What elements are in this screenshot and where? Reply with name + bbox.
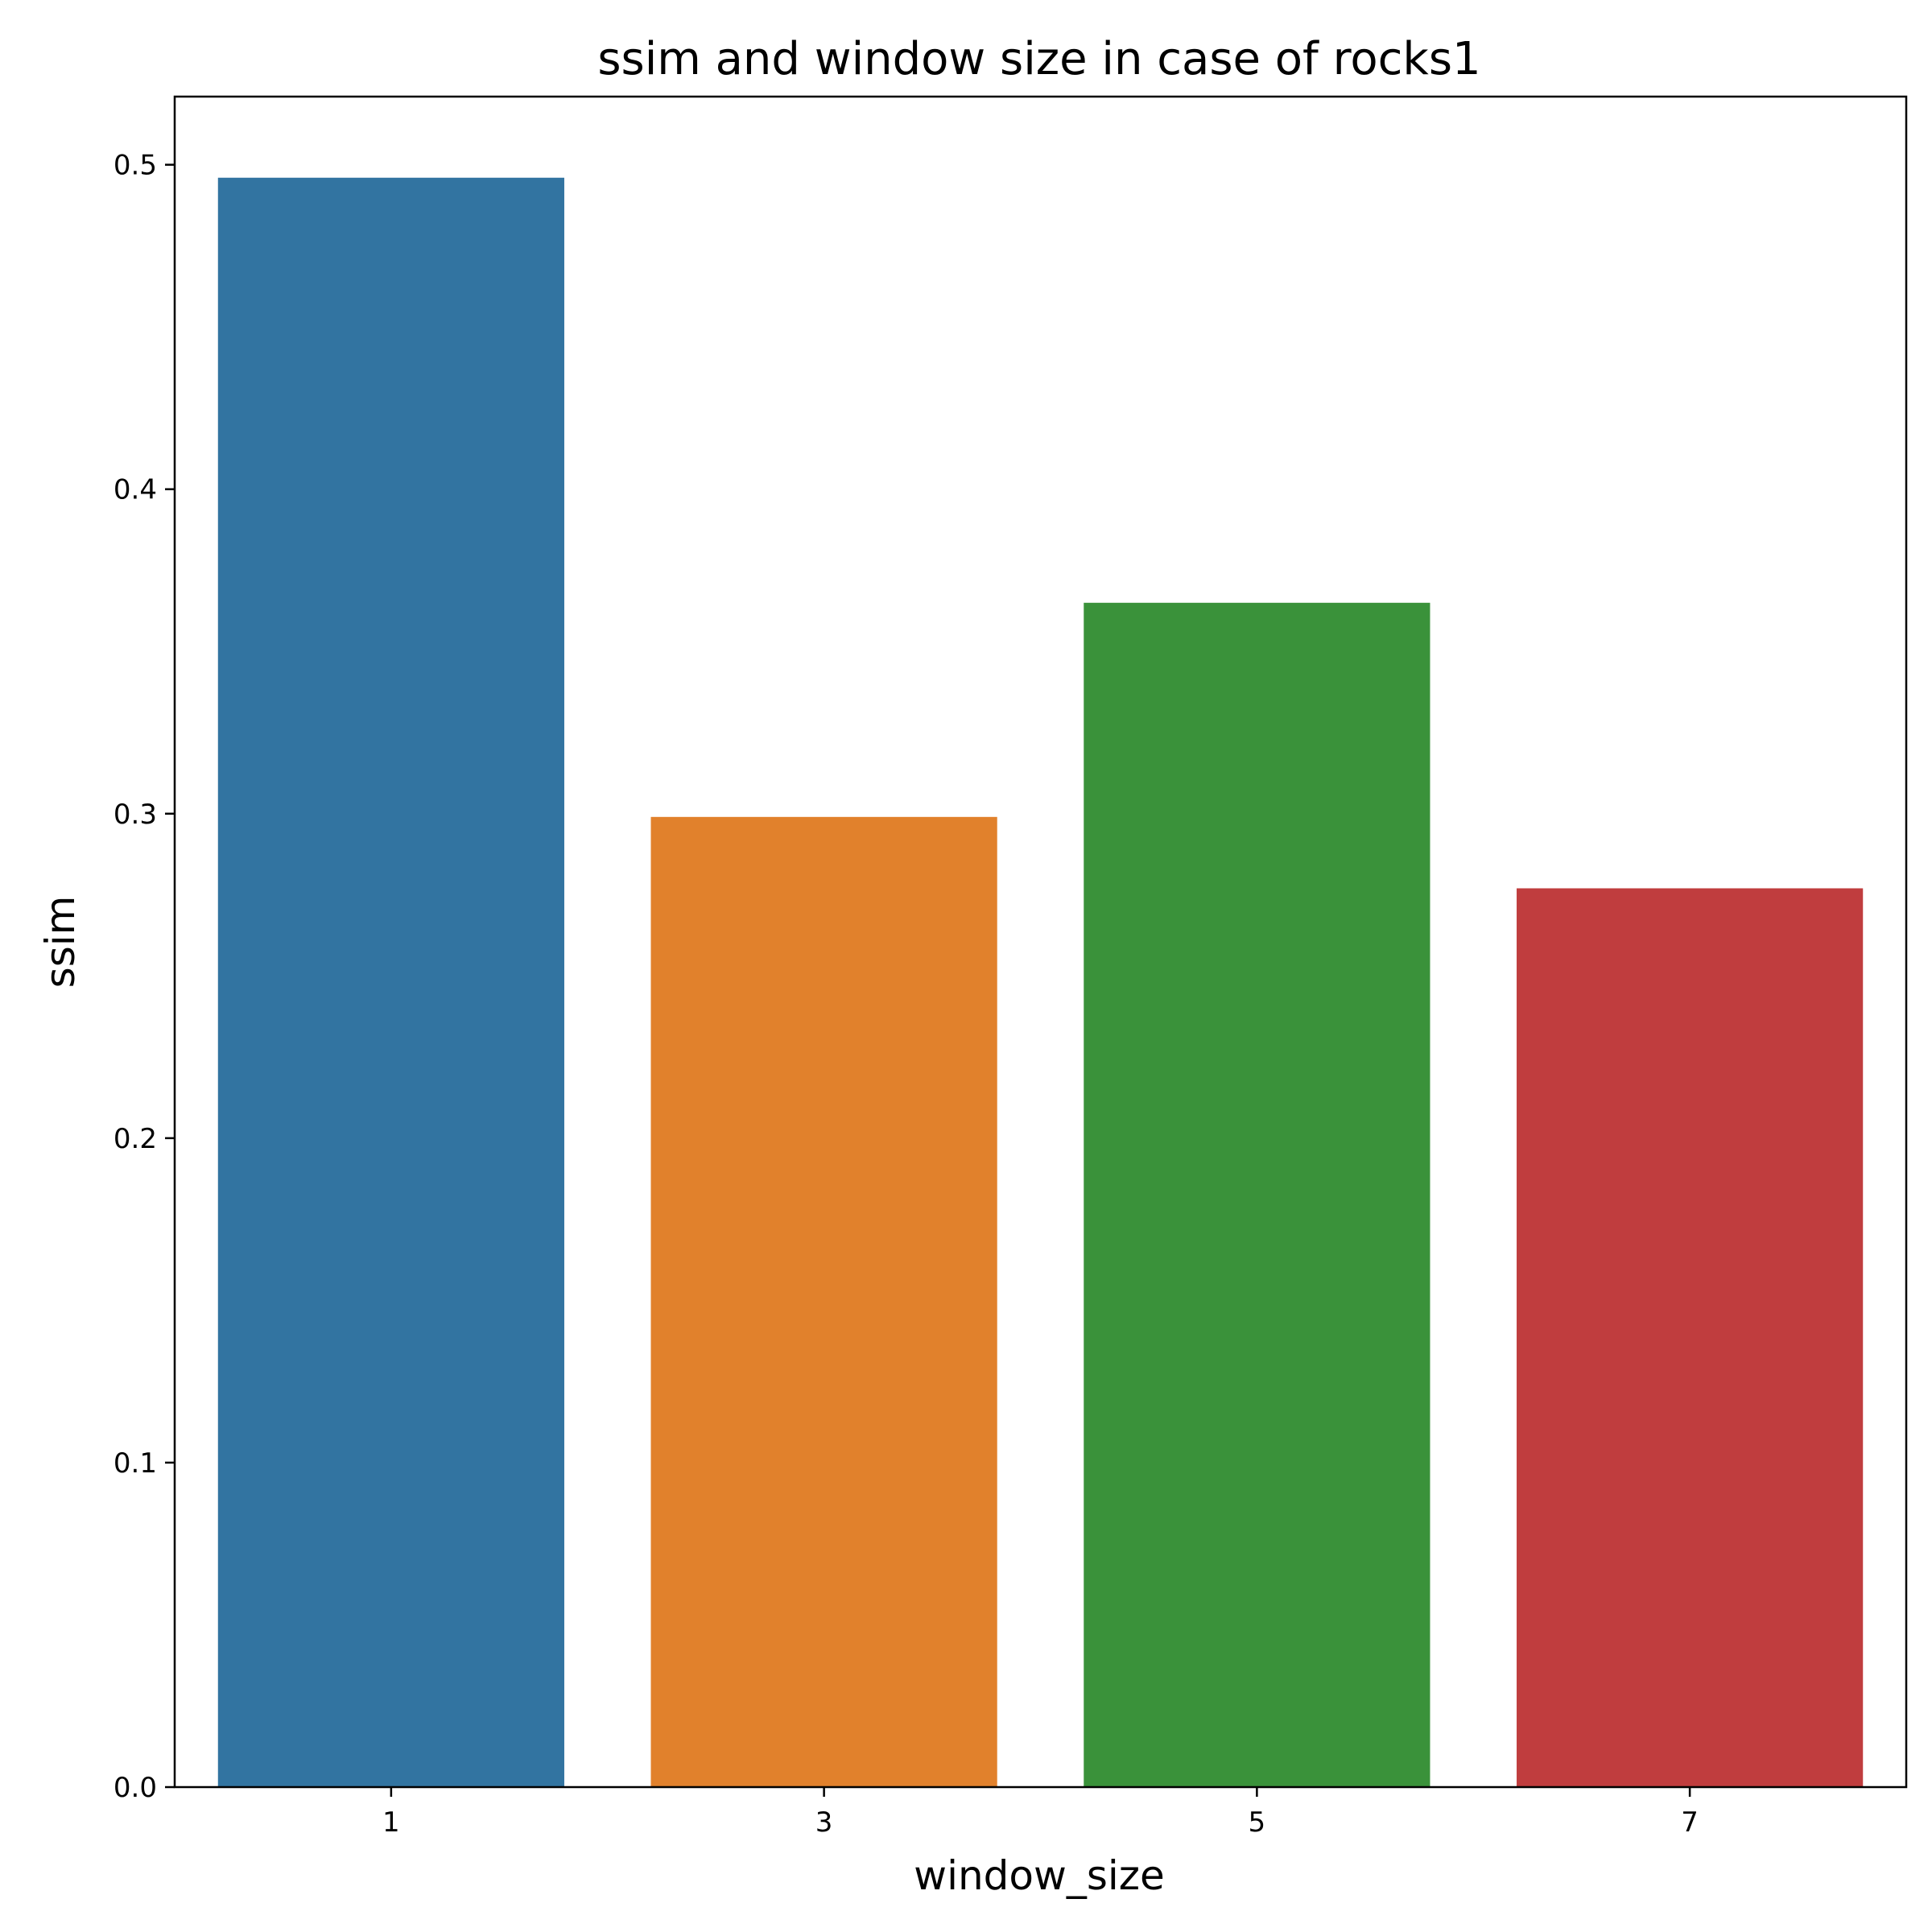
y-tick-label: 0.4 xyxy=(114,474,157,506)
y-axis: 0.0 0.1 0.2 0.3 0.4 0.5 xyxy=(114,150,175,1804)
x-axis-label: window_size xyxy=(914,1852,1165,1899)
y-tick-label: 0.2 xyxy=(114,1123,157,1155)
bar-5 xyxy=(1084,602,1430,1787)
y-tick-label: 0.1 xyxy=(114,1447,157,1480)
bar-1 xyxy=(217,177,564,1787)
bar-3 xyxy=(650,816,997,1788)
x-tick-label: 5 xyxy=(1249,1806,1266,1839)
x-tick-label: 1 xyxy=(382,1806,400,1839)
plot-frame xyxy=(173,95,1908,1789)
y-tick-label: 0.0 xyxy=(114,1772,157,1804)
x-tick-label: 7 xyxy=(1681,1806,1699,1839)
bars-group xyxy=(217,177,1864,1788)
x-axis: 1 3 5 7 xyxy=(382,1787,1699,1839)
bar-7 xyxy=(1517,888,1864,1787)
chart-title: ssim and window size in case of rocks1 xyxy=(597,33,1480,85)
x-tick-label: 3 xyxy=(815,1806,833,1839)
y-tick-label: 0.3 xyxy=(114,799,157,831)
y-tick-label: 0.5 xyxy=(114,150,157,182)
y-axis-label: ssim xyxy=(37,896,84,989)
